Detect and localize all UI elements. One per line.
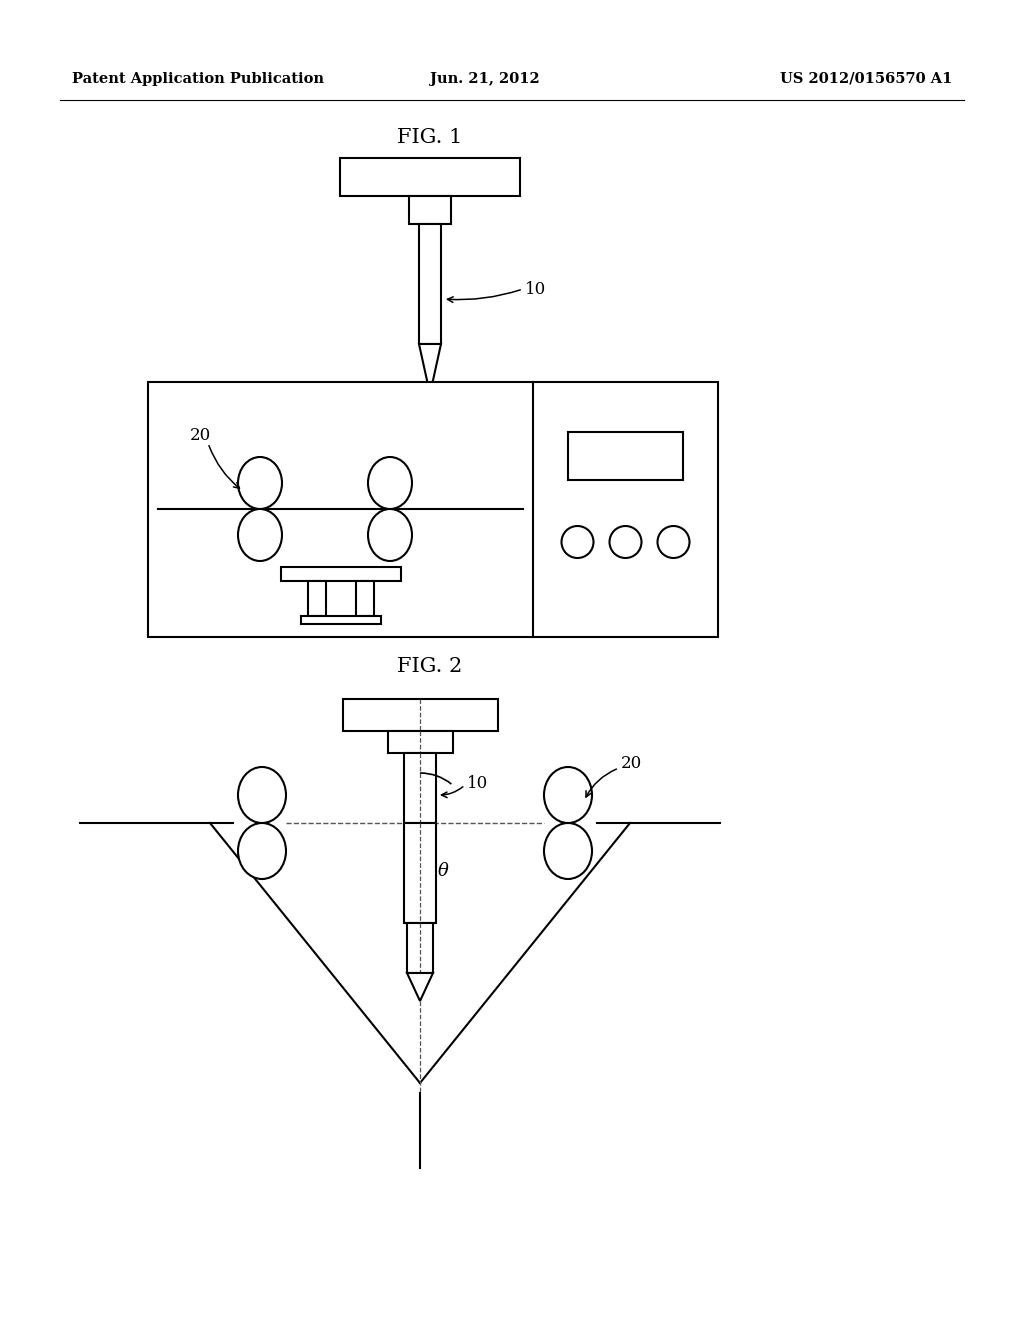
Text: US 2012/0156570 A1: US 2012/0156570 A1: [779, 73, 952, 86]
Bar: [404, 822, 436, 923]
Ellipse shape: [238, 457, 282, 510]
Text: θ: θ: [438, 862, 449, 880]
Ellipse shape: [238, 822, 286, 879]
Bar: [355, 581, 374, 616]
Text: FIG. 1: FIG. 1: [397, 128, 463, 147]
Ellipse shape: [544, 822, 592, 879]
Bar: [300, 616, 381, 624]
Bar: [407, 923, 433, 973]
Text: FIG. 2: FIG. 2: [397, 657, 463, 676]
Bar: [340, 158, 520, 195]
Circle shape: [609, 525, 641, 558]
Ellipse shape: [368, 457, 412, 510]
Text: 10: 10: [525, 281, 546, 297]
Bar: [387, 731, 453, 752]
Bar: [568, 432, 683, 480]
Text: Jun. 21, 2012: Jun. 21, 2012: [430, 73, 540, 86]
Polygon shape: [419, 345, 441, 393]
Bar: [409, 195, 451, 224]
Bar: [419, 224, 441, 345]
Bar: [342, 700, 498, 731]
Bar: [148, 381, 718, 638]
Circle shape: [561, 525, 594, 558]
Bar: [307, 581, 326, 616]
Bar: [404, 752, 436, 822]
Text: 10: 10: [467, 775, 488, 792]
Ellipse shape: [238, 767, 286, 822]
Ellipse shape: [544, 767, 592, 822]
Ellipse shape: [238, 510, 282, 561]
Text: 20: 20: [190, 426, 211, 444]
Bar: [281, 568, 400, 581]
Text: Patent Application Publication: Patent Application Publication: [72, 73, 324, 86]
Circle shape: [657, 525, 689, 558]
Polygon shape: [407, 973, 433, 1001]
Text: 20: 20: [621, 755, 642, 771]
Ellipse shape: [368, 510, 412, 561]
